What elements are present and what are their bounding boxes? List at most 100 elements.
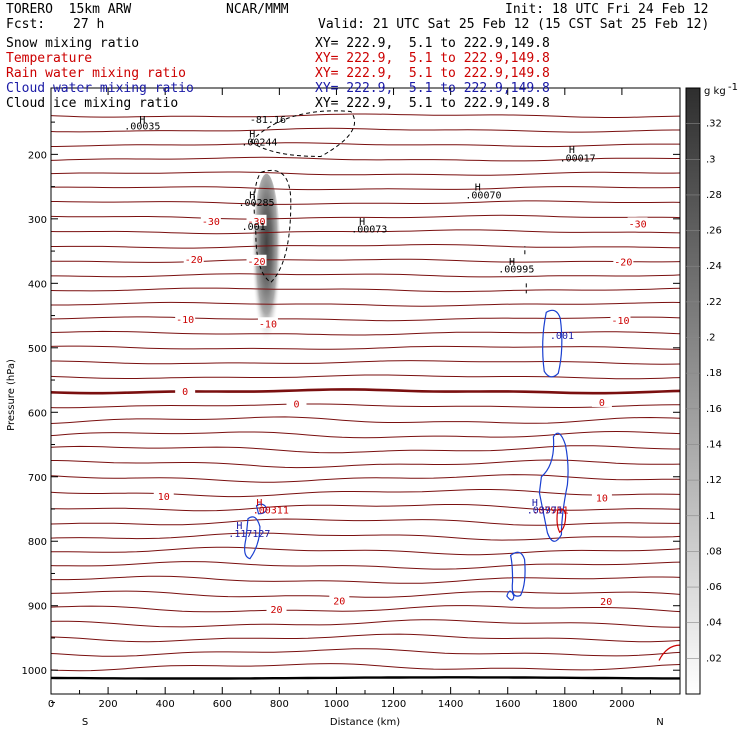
y-tick-label: 500: [28, 344, 47, 355]
temperature-label: -10: [176, 315, 194, 326]
field-label-rain: Rain water mixing ratio: [6, 66, 187, 81]
colorbar-tick-label: .3: [706, 154, 716, 165]
colorbar-tick-label: .08: [706, 546, 722, 557]
colorbar-tick-label: .12: [706, 475, 722, 486]
plot-frame: [50, 87, 681, 695]
isotherm-line: [51, 388, 680, 395]
extrema-label: H: [509, 257, 515, 268]
isotherm-line: [51, 330, 680, 336]
field-label-cloud-water: Cloud water mixing ratio: [6, 81, 194, 96]
field-xy-cloud-water: XY= 222.9, 5.1 to 222.9,149.8: [315, 81, 550, 96]
isotherm-line: [51, 430, 680, 439]
plot-content: -30 -30 -30 -20 -20 -20 -10 -10 -10 0 0 0 10 10 20 20 20…: [51, 110, 680, 680]
isotherm-line: [51, 214, 680, 220]
extrema-label: H: [532, 498, 538, 509]
temperature-label: 0: [293, 399, 299, 410]
temp-label-bg: [246, 214, 267, 226]
init-time: Init: 18 UTC Fri 24 Feb 12: [505, 2, 709, 17]
temp-label-bg: [266, 602, 287, 614]
south-label: S: [82, 717, 88, 728]
y-tick-label: 400: [28, 279, 47, 290]
extrema-label: H: [359, 217, 365, 228]
extrema-label: H: [249, 130, 255, 141]
isotherm-line: [51, 459, 680, 469]
x-tick-label: 400: [156, 699, 175, 710]
y-axis-title: Pressure (hPa): [6, 359, 17, 431]
isotherm-line: [51, 504, 680, 512]
rain-water-contour: [556, 508, 567, 534]
x-tick-label: 1200: [381, 699, 406, 710]
axes: 0 200 400 600 800 1000 1200 1400 1600 1800 2000200…: [6, 87, 681, 728]
cloud-water-contour: [506, 590, 515, 601]
plot-area: -30 -30 -30 -20 -20 -20 -10 -10 -10 0 0 0 10 10 20 20 20…: [51, 110, 680, 680]
y-tick-label: 700: [28, 473, 47, 484]
temp-label-bg: [175, 312, 196, 324]
colorbar: .02 .04 .06 .08 .1 .12 .14 .16 .18 .2 .22 .24 .26 .28…: [685, 82, 738, 695]
cloud-water-contour: [538, 432, 569, 542]
isotherm-line: [51, 374, 680, 380]
y-tick-label: 1000: [22, 666, 47, 677]
colorbar-tick-label: .32: [706, 119, 722, 130]
temperature-label: -10: [611, 316, 629, 327]
temperature-label: 0: [599, 398, 605, 409]
x-tick-label: 1400: [438, 699, 463, 710]
field-label-cloud-ice: Cloud ice mixing ratio: [6, 96, 179, 111]
field-xy-temperature: XY= 222.9, 5.1 to 222.9,149.8: [315, 51, 550, 66]
isotherm-line: [51, 474, 680, 483]
temp-label-bg: [246, 254, 267, 266]
cloud-water-contour: [509, 551, 526, 597]
temp-label-bg: [257, 317, 278, 329]
temperature-label: -20: [185, 255, 203, 266]
x-tick-label: 1600: [495, 699, 520, 710]
temperature-label: 10: [158, 492, 170, 503]
y-tick-label: 600: [28, 408, 47, 419]
isotherm-line: [51, 590, 680, 598]
cloud-ice-contour: [250, 110, 356, 157]
extrema-label: .00073: [351, 225, 387, 236]
extrema-label: H: [139, 115, 145, 126]
colorbar-tick-label: .06: [706, 582, 722, 593]
colorbar-tick-label: .22: [706, 297, 722, 308]
forecast-label: Fcst:: [6, 17, 46, 32]
center-title: NCAR/MMM: [226, 2, 289, 17]
temp-label-bg: [610, 314, 631, 326]
valid-time: Valid: 21 UTC Sat 25 Feb 12 (15 CST Sat …: [318, 17, 710, 32]
extrema-label: .001: [242, 222, 266, 233]
temperature-label: -30: [629, 219, 647, 230]
isotherm-line: [51, 345, 680, 350]
y-tick-label: 200: [28, 150, 47, 161]
colorbar-units: g kg: [704, 86, 726, 97]
isotherm-line: [51, 633, 680, 643]
isotherm-line: [51, 156, 680, 162]
extrema-label: H: [475, 183, 481, 194]
extrema-label: H: [236, 521, 242, 532]
colorbar-ramp: [685, 87, 701, 695]
temp-label-bg: [286, 397, 307, 409]
isotherm-line: [51, 287, 680, 293]
isotherm-line: [51, 171, 680, 176]
isotherm-line: [51, 403, 680, 409]
isotherm-line: [51, 186, 680, 191]
colorbar-tick-label: .14: [706, 439, 722, 450]
x-tick-label: 800: [270, 699, 289, 710]
extrema-label: .00244: [241, 137, 277, 148]
temp-label-bg: [613, 255, 634, 267]
isotherm-line: [51, 113, 680, 118]
temperature-label: 10: [596, 493, 608, 504]
temp-label-bg: [183, 252, 204, 264]
x-tick-label: 1800: [552, 699, 577, 710]
isotherm-line: [51, 518, 680, 526]
field-xy-snow: XY= 222.9, 5.1 to 222.9,149.8: [315, 36, 550, 51]
x-tick-label: 600: [213, 699, 232, 710]
extrema-label: .00285: [238, 198, 274, 209]
isotherm-line: [51, 489, 680, 498]
colorbar-tick-label: .28: [706, 190, 722, 201]
isotherm-line: [51, 273, 680, 278]
isotherm-line: [51, 663, 680, 672]
temperature-label: 20: [270, 605, 282, 616]
colorbar-tick-label: .18: [706, 368, 722, 379]
isotherm-line: [51, 445, 680, 454]
field-label-temperature: Temperature: [6, 51, 93, 66]
temperature-label: -20: [247, 257, 265, 268]
cloud-ice-contour: [253, 170, 292, 284]
